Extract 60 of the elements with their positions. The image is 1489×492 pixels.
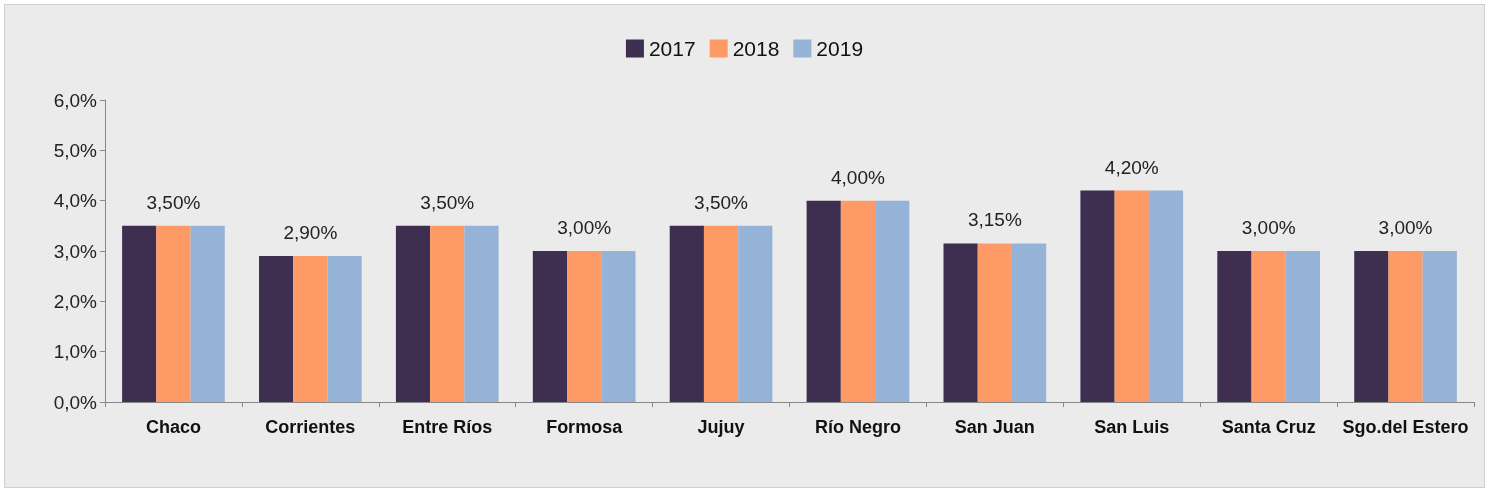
- bar: [1011, 243, 1047, 402]
- bar: [840, 200, 876, 402]
- bar: [1080, 190, 1115, 402]
- bar: [464, 225, 499, 402]
- bar: [395, 225, 431, 402]
- bar: [156, 225, 191, 402]
- bar: [122, 225, 157, 402]
- bar: [1148, 190, 1184, 402]
- x-tick-label: Corrientes: [265, 417, 356, 437]
- bar: [1388, 251, 1423, 402]
- x-tick-label: Jujuy: [697, 417, 745, 437]
- bar: [875, 200, 910, 402]
- bar: [327, 256, 362, 402]
- data-label: 3,15%: [967, 209, 1022, 231]
- data-label: 3,50%: [146, 191, 201, 213]
- bar: [190, 225, 225, 402]
- bar: [567, 251, 602, 402]
- x-tick-label: Río Negro: [814, 417, 901, 437]
- bar: [1354, 251, 1389, 402]
- bar: [532, 251, 568, 402]
- legend-label: 2019: [816, 37, 864, 60]
- y-tick-label: 0,0%: [53, 391, 98, 413]
- bar: [1217, 251, 1252, 402]
- data-label: 4,00%: [831, 166, 885, 188]
- bar: [977, 243, 1012, 402]
- bar: [1251, 251, 1286, 402]
- y-tick-label: 6,0%: [53, 89, 98, 111]
- x-tick-label: Entre Ríos: [402, 417, 493, 437]
- bar: [293, 256, 328, 402]
- data-label: 4,20%: [1104, 156, 1159, 178]
- legend-label: 2017: [648, 37, 696, 60]
- bar: [806, 200, 841, 402]
- x-tick-label: San Luis: [1094, 417, 1170, 437]
- x-tick-label: Chaco: [145, 417, 201, 437]
- data-label: 3,00%: [1378, 217, 1433, 238]
- data-label: 3,50%: [694, 191, 749, 213]
- x-tick-label: Sgo.del Estero: [1342, 417, 1469, 437]
- data-label: 3,00%: [557, 217, 612, 238]
- y-tick-label: 5,0%: [53, 139, 98, 161]
- bar: [1285, 251, 1320, 402]
- bar: [1114, 190, 1149, 402]
- bar: [738, 225, 773, 402]
- y-tick-label: 2,0%: [53, 290, 98, 312]
- y-tick-label: 3,0%: [53, 240, 98, 262]
- x-tick-label: San Juan: [954, 417, 1035, 437]
- x-tick-label: Formosa: [546, 417, 624, 437]
- bar: [259, 256, 294, 402]
- y-tick-label: 4,0%: [53, 190, 98, 212]
- x-tick-label: Santa Cruz: [1221, 417, 1316, 437]
- bar: [943, 243, 978, 402]
- bar: [1422, 251, 1457, 402]
- bar: [601, 251, 636, 402]
- data-label: 3,00%: [1241, 217, 1296, 238]
- legend-label: 2018: [732, 37, 780, 60]
- data-label: 2,90%: [283, 222, 338, 244]
- y-tick-label: 1,0%: [53, 341, 98, 363]
- bar: [703, 225, 739, 402]
- bar: [669, 225, 704, 402]
- bar: [430, 225, 465, 402]
- data-label: 3,50%: [420, 191, 475, 213]
